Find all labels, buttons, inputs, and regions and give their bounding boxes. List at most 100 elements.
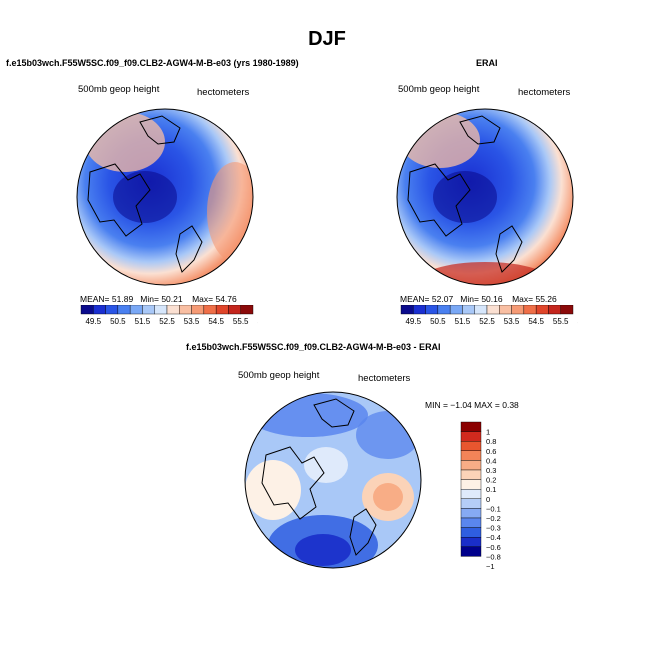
model-polar-map <box>76 108 254 286</box>
obs-panel-title: ERAI <box>476 58 498 68</box>
obs-max-value: 55.26 <box>535 294 557 304</box>
colorbar-swatch <box>240 305 254 315</box>
colorbar-swatch <box>425 305 439 315</box>
colorbar-tick-label: −0.4 <box>486 533 501 542</box>
model-mean-label: MEAN= <box>80 294 110 304</box>
colorbar-swatch <box>462 305 475 315</box>
model-min-label: Min= <box>140 294 159 304</box>
colorbar-swatch <box>129 305 143 315</box>
colorbar-swatch <box>460 460 482 471</box>
colorbar-swatch <box>413 305 426 315</box>
colorbar-tick-label: 55.5 <box>233 317 249 326</box>
diff-positive-core <box>373 483 403 511</box>
colorbar-swatch <box>460 527 482 538</box>
obs-stats: MEAN= 52.07 Min= 50.16 Max= 55.26 <box>400 294 557 304</box>
colorbar-tick-label: 50.5 <box>110 317 126 326</box>
colorbar-swatch <box>460 421 482 432</box>
model-panel-title: f.e15b03wch.F55W5SC.f09_f09.CLB2-AGW4-M-… <box>6 58 299 68</box>
colorbar-tick-label: −0.1 <box>486 504 501 513</box>
colorbar-swatch <box>215 305 229 315</box>
colorbar-tick-label: 53.5 <box>184 317 200 326</box>
obs-coastline-land <box>407 163 471 237</box>
colorbar-tick-label: −0.8 <box>486 552 501 561</box>
colorbar-tick-label: 51.5 <box>135 317 151 326</box>
colorbar-swatch <box>460 441 482 452</box>
colorbar-swatch <box>166 305 180 315</box>
colorbar-swatch <box>548 305 561 315</box>
colorbar-swatch <box>460 536 482 547</box>
colorbar-swatch <box>460 508 482 519</box>
obs-min-label: Min= <box>460 294 479 304</box>
colorbar-swatch <box>228 305 241 315</box>
obs-mean-value: 52.07 <box>431 294 454 304</box>
colorbar-swatch <box>117 305 131 315</box>
colorbar-tick-label: 0.6 <box>486 447 496 456</box>
colorbar-swatch <box>460 431 482 442</box>
colorbar-swatch <box>474 305 488 315</box>
obs-coastline-greenland <box>459 115 501 145</box>
colorbar-swatch <box>437 305 451 315</box>
obs-map-boundary <box>396 108 574 286</box>
colorbar-tick-label: −1 <box>486 562 495 570</box>
colorbar-swatch <box>460 546 482 557</box>
colorbar-tick-label: 56.5 <box>577 317 578 326</box>
colorbar-swatch <box>203 305 217 315</box>
obs-coastline-europe <box>495 225 523 273</box>
colorbar-swatch <box>460 488 482 499</box>
colorbar-swatch <box>460 517 482 528</box>
model-coastline-land <box>87 163 151 237</box>
model-min-value: 50.21 <box>161 294 183 304</box>
colorbar-tick-label: 55.5 <box>553 317 569 326</box>
model-ridge-northwest <box>85 112 165 172</box>
diff-min-max: MIN = −1.04 MAX = 0.38 <box>425 400 519 410</box>
colorbar-swatch <box>535 305 549 315</box>
colorbar-tick-label: 1 <box>486 428 490 437</box>
colorbar-tick-label: 53.5 <box>504 317 520 326</box>
colorbar-swatch <box>191 305 205 315</box>
colorbar-tick-label: −0.6 <box>486 543 501 552</box>
diff-positive-west <box>245 460 301 520</box>
colorbar-tick-label: 52.5 <box>479 317 495 326</box>
diff-negative-north <box>248 393 368 437</box>
page-title: DJF <box>308 28 346 50</box>
obs-max-label: Max= <box>512 294 534 304</box>
diff-coastline-greenland <box>313 398 355 428</box>
colorbar-tick-label: 54.5 <box>528 317 544 326</box>
colorbar-swatch <box>460 479 482 490</box>
diff-panel-title: f.e15b03wch.F55W5SC.f09_f09.CLB2-AGW4-M-… <box>186 342 441 352</box>
colorbar-tick-label: 0.2 <box>486 476 496 485</box>
model-map-boundary <box>76 108 254 286</box>
colorbar-swatch <box>80 305 94 315</box>
colorbar-tick-label: −0.2 <box>486 514 501 523</box>
colorbar-swatch <box>179 305 192 315</box>
colorbar-swatch <box>460 469 482 480</box>
colorbar-tick-label: 0.1 <box>486 485 496 494</box>
obs-polar-map <box>396 108 574 286</box>
colorbar-swatch <box>460 450 482 461</box>
colorbar-swatch <box>499 305 512 315</box>
colorbar-swatch <box>154 305 168 315</box>
colorbar-swatch <box>486 305 500 315</box>
diff-coastline-europe <box>349 508 377 556</box>
colorbar-tick-label: 0 <box>486 495 490 504</box>
colorbar-tick-label: 0.3 <box>486 466 496 475</box>
colorbar-swatch <box>460 498 482 509</box>
model-colorbar: 49.5 50.5 51.5 52.5 53.5 54.5 55.5 56.5 <box>80 305 258 326</box>
colorbar-swatch <box>523 305 537 315</box>
colorbar-tick-label: 0.4 <box>486 456 496 465</box>
obs-variable-label: 500mb geop height <box>398 84 480 95</box>
colorbar-swatch <box>511 305 525 315</box>
obs-min-value: 50.16 <box>481 294 503 304</box>
model-variable-label: 500mb geop height <box>78 84 160 95</box>
colorbar-tick-label: 51.5 <box>455 317 471 326</box>
obs-mean-label: MEAN= <box>400 294 430 304</box>
model-mean-value: 51.89 <box>111 294 134 304</box>
diff-negative-core <box>295 534 351 566</box>
colorbar-swatch <box>105 305 119 315</box>
colorbar-swatch <box>560 305 574 315</box>
obs-units-label: hectometers <box>518 87 571 98</box>
model-units-label: hectometers <box>197 87 250 98</box>
model-max-value: 54.76 <box>215 294 237 304</box>
model-max-label: Max= <box>192 294 214 304</box>
colorbar-tick-label: 49.5 <box>85 317 101 326</box>
